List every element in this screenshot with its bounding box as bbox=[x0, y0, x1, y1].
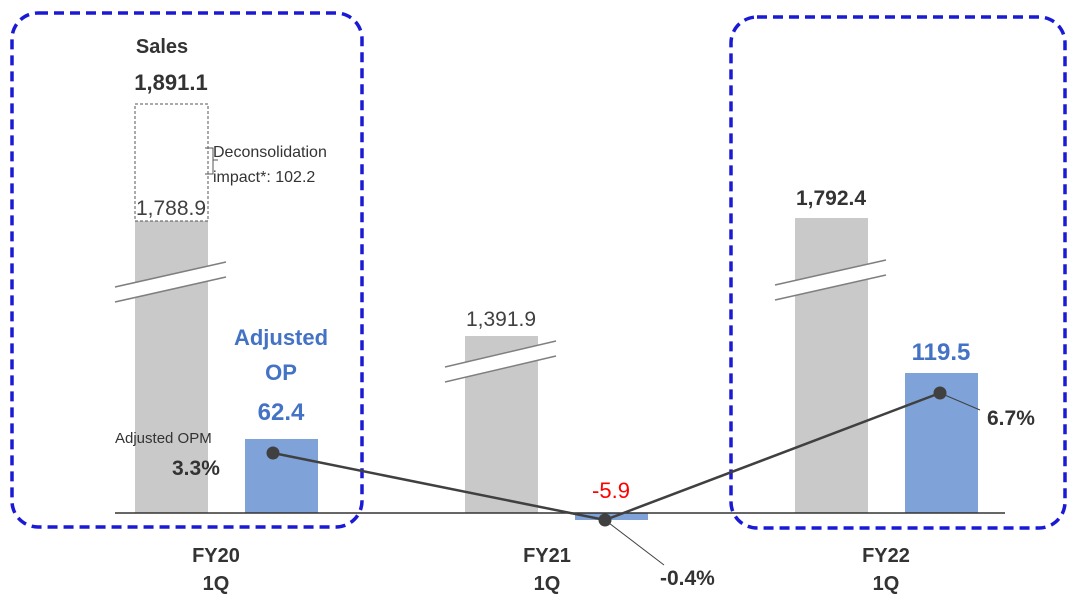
opm-point-fy22 bbox=[933, 386, 947, 400]
highlight-box-fy22 bbox=[729, 15, 1067, 530]
axis-break-fy21 bbox=[444, 340, 557, 383]
opm-title: Adjusted OPM bbox=[115, 430, 212, 447]
op-title-line1: Adjusted bbox=[234, 325, 328, 350]
category-label-fy22-quarter: 1Q bbox=[873, 573, 900, 595]
sales-value-label-fy21: 1,391.9 bbox=[466, 308, 536, 331]
category-label-fy22-year: FY22 bbox=[862, 545, 910, 567]
category-label-fy20-year: FY20 bbox=[192, 545, 240, 567]
sales-title: Sales bbox=[136, 36, 188, 58]
op-value-label-fy21: -5.9 bbox=[592, 478, 630, 503]
sales-value-label-fy22: 1,792.4 bbox=[796, 187, 866, 210]
category-label-fy20-quarter: 1Q bbox=[203, 573, 230, 595]
sales-value-label-fy20: 1,788.9 bbox=[136, 197, 206, 220]
op-value-label-fy22: 119.5 bbox=[912, 339, 971, 366]
deconsolidation-bracket bbox=[205, 147, 214, 175]
category-label-fy21-quarter: 1Q bbox=[534, 573, 561, 595]
deconsolidation-box bbox=[134, 103, 209, 222]
opm-value-label-fy22: 6.7% bbox=[987, 407, 1035, 430]
op-title-line2: OP bbox=[265, 360, 297, 385]
opm-value-label-fy21: -0.4% bbox=[660, 567, 715, 590]
category-label-fy21-year: FY21 bbox=[523, 545, 571, 567]
op-value-label-fy20: 62.4 bbox=[258, 399, 305, 426]
opm-point-fy21 bbox=[598, 513, 612, 527]
opm-leader-fy22 bbox=[939, 392, 981, 411]
op-bar-fy20 bbox=[245, 439, 318, 513]
highlight-box-fy20 bbox=[10, 11, 364, 529]
axis-break-fy22 bbox=[774, 259, 887, 301]
opm-leader-fy21 bbox=[604, 519, 665, 566]
axis-break-fy20 bbox=[114, 261, 227, 303]
sales-bar-fy22 bbox=[795, 218, 868, 513]
deconsolidation-line1: Deconsolidation bbox=[213, 144, 327, 161]
opm-value-label-fy20: 3.3% bbox=[172, 457, 220, 480]
deconsolidation-line2: impact*: 102.2 bbox=[213, 169, 315, 186]
opm-point-fy20 bbox=[266, 446, 280, 460]
sales-total-label: 1,891.1 bbox=[134, 70, 207, 95]
